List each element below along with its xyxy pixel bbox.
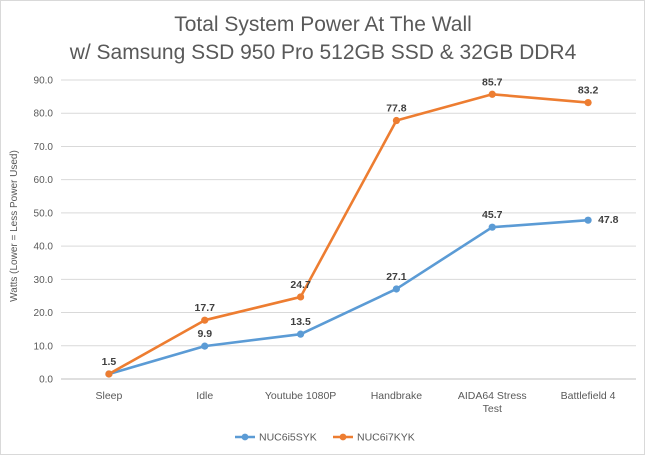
legend-swatch-marker [241, 433, 249, 441]
y-tick-label: 60.0 [34, 175, 54, 186]
chart-title-line-1: Total System Power At The Wall [174, 13, 472, 36]
x-category-label: AIDA64 Stress Test [458, 390, 527, 415]
y-tick-label: 40.0 [34, 242, 54, 253]
y-tick-label: 80.0 [34, 109, 54, 120]
data-point-nuc6i5syk [296, 330, 305, 338]
data-point-nuc6i7kyk [392, 116, 401, 125]
data-label-nuc6i7kyk: 77.8 [386, 103, 407, 115]
y-tick-label: 10.0 [34, 341, 54, 352]
x-category-label: Handbrake [371, 390, 423, 402]
data-point-nuc6i5syk [201, 342, 209, 350]
data-label-nuc6i7kyk: 24.7 [290, 279, 311, 291]
y-tick-label: 70.0 [34, 142, 54, 153]
legend-swatch-marker [339, 433, 347, 441]
data-label-nuc6i7kyk: 85.7 [482, 76, 503, 88]
data-point-nuc6i7kyk [488, 90, 496, 98]
data-labels: 9.9 13.5 27.1 45.7 47.8 1.5 17.7 24.7 77.8 85.7 83… [102, 76, 619, 368]
data-point-nuc6i5syk [488, 223, 496, 231]
series-line-nuc6i5syk [107, 218, 590, 376]
legend: NUC6i5SYK NUC6i7KYK [235, 432, 415, 444]
data-label-nuc6i7kyk: 83.2 [578, 85, 599, 97]
x-category-label: Battlefield 4 [561, 390, 616, 402]
data-label-nuc6i5syk: 27.1 [386, 271, 407, 283]
y-tick-label: 30.0 [34, 275, 54, 286]
data-label-nuc6i5syk: 13.5 [290, 316, 311, 328]
data-label-nuc6i5syk: 47.8 [598, 214, 619, 226]
x-category-label: Sleep [95, 390, 122, 402]
series-lines [107, 92, 590, 376]
data-label-nuc6i5syk: 45.7 [482, 209, 503, 221]
x-category-label: Idle [196, 390, 213, 402]
y-tick-label: 90.0 [34, 76, 54, 87]
x-category-label: Youtube 1080P [265, 390, 336, 402]
y-tick-label: 50.0 [34, 208, 54, 219]
legend-label: NUC6i5SYK [259, 432, 317, 444]
y-tick-label: 20.0 [34, 308, 54, 319]
x-axis-categories: Sleep Idle Youtube 1080P Handbrake AIDA64 St… [95, 390, 615, 415]
data-point-nuc6i7kyk [296, 293, 305, 301]
series-line-nuc6i7kyk [107, 92, 590, 376]
chart-title-line-2: w/ Samsung SSD 950 Pro 512GB SSD & 32GB … [69, 41, 577, 64]
data-point-nuc6i5syk [392, 285, 401, 293]
y-tick-label: 0.0 [39, 375, 53, 386]
series-points [105, 90, 592, 378]
data-point-nuc6i7kyk [105, 370, 113, 378]
legend-label: NUC6i7KYK [357, 432, 415, 444]
data-label-nuc6i7kyk: 1.5 [102, 356, 117, 368]
data-point-nuc6i7kyk [201, 316, 209, 324]
data-point-nuc6i7kyk [584, 98, 592, 107]
y-axis-ticks: 0.0 10.0 20.0 30.0 40.0 50.0 60.0 70.0 80.0 90.0 [34, 76, 54, 386]
data-label-nuc6i7kyk: 17.7 [195, 302, 216, 314]
gridlines [61, 79, 636, 380]
y-axis-label: Watts (Lower = Less Power Used) [9, 150, 20, 302]
data-point-nuc6i5syk [584, 216, 592, 224]
data-label-nuc6i5syk: 9.9 [197, 328, 212, 340]
